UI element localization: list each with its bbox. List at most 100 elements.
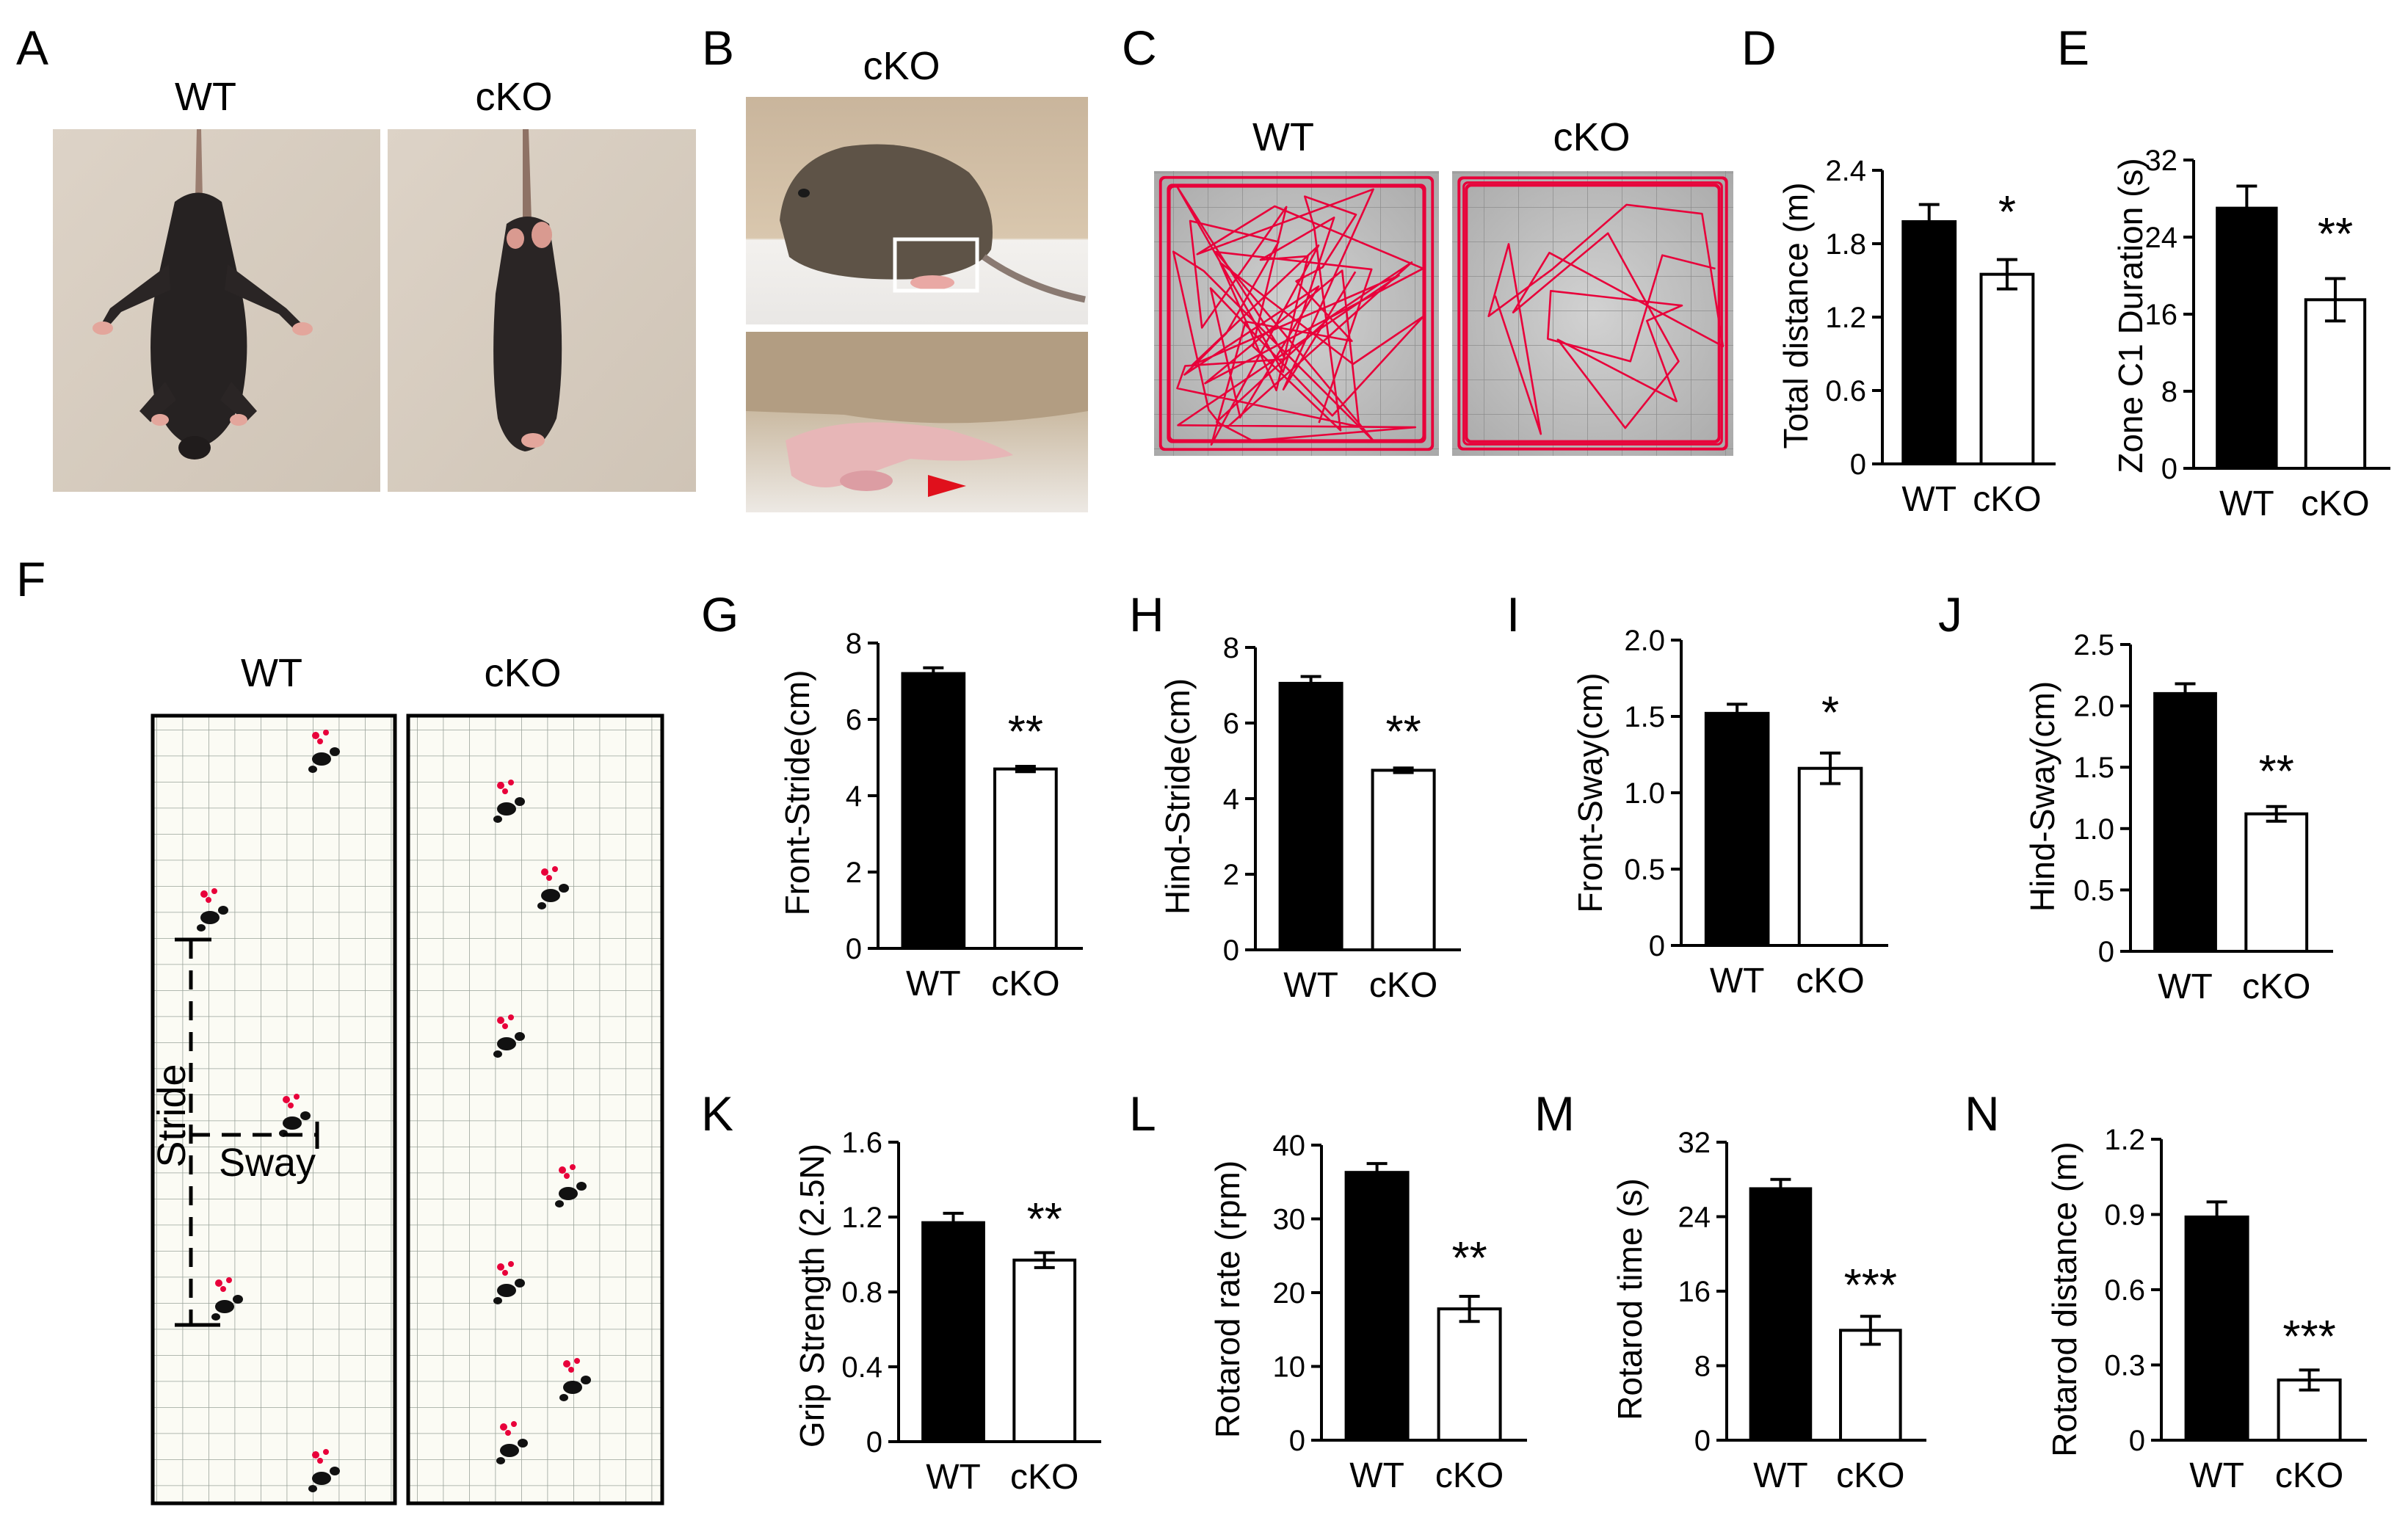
y-tick-label: 0 [1289, 1425, 1305, 1457]
bar-wt [1278, 681, 1343, 951]
error-bar [1034, 1251, 1055, 1269]
paw-print [537, 866, 569, 909]
bar-charts: 0 0.6 1.2 1.8 2.4 WT cKO * Total distance (m) 0 8 1… [778, 145, 2390, 1497]
error-bar [1996, 258, 2017, 291]
paw-print [211, 1277, 243, 1321]
bar-wt [2216, 206, 2278, 470]
error-bar [2175, 682, 2196, 694]
panel-a-cko-label: cKO [475, 75, 552, 119]
track-path [1487, 203, 1725, 435]
y-tick-label: 0.4 [841, 1351, 882, 1384]
panel-letter-i: I [1506, 587, 1520, 642]
significance-label: ** [2259, 747, 2294, 797]
bar-wt [921, 1221, 985, 1444]
error-bar [2236, 184, 2258, 208]
chart-h: 0 2 4 6 8 WT cKO ** Hind-Stride(cm) [1158, 632, 1461, 1005]
bar-cko [1371, 769, 1436, 951]
y-tick-label: 1.5 [2073, 752, 2114, 784]
y-tick-label: 24 [1678, 1202, 1711, 1234]
category-label: WT [1753, 1456, 1808, 1495]
bar-cko [1437, 1307, 1502, 1442]
significance-label: * [1821, 688, 1839, 738]
category-label: cKO [1435, 1456, 1504, 1495]
chart-l: 0 10 20 30 40 WT cKO ** Rotarod rate (rpm) [1208, 1130, 1527, 1495]
significance-label: ** [1385, 707, 1421, 758]
y-tick-label: 0.3 [2104, 1350, 2145, 1382]
bar-cko [1839, 1329, 1902, 1442]
paw-print [555, 1164, 587, 1208]
footprint-sheet-wt [150, 713, 397, 1506]
chart-e: 0 8 16 24 32 WT cKO ** Zone C1 Duration (s) [2111, 145, 2390, 523]
error-bar [1393, 766, 1414, 774]
y-tick-label: 2 [846, 857, 862, 889]
category-label: cKO [1369, 966, 1437, 1005]
panel-a-wt-label: WT [175, 75, 236, 119]
bar-cko [2304, 298, 2367, 470]
panel-letter-d: D [1741, 21, 1777, 75]
paw-print [308, 1449, 340, 1492]
category-label: cKO [2275, 1456, 2343, 1495]
panel-letter-h: H [1129, 587, 1164, 642]
y-tick-label: 6 [846, 704, 862, 736]
y-tick-label: 8 [2161, 376, 2177, 408]
panel-letter-j: J [1938, 587, 1962, 642]
bar-wt [1344, 1171, 1410, 1442]
mouse-cko-photo [388, 129, 696, 492]
bar-wt [1749, 1187, 1813, 1442]
error-bar [923, 666, 944, 674]
panel-letters: A B C D E F G H I J K L M N [16, 21, 2089, 1141]
panel-a-photos: WT cKO [53, 75, 696, 492]
bar-wt [1704, 711, 1770, 948]
y-tick-label: 8 [1223, 632, 1239, 664]
category-label: cKO [2301, 484, 2369, 523]
track-path [1172, 185, 1425, 446]
bar-wt [1901, 220, 1957, 465]
category-label: cKO [1836, 1456, 1904, 1495]
bar-wt [901, 672, 966, 950]
y-tick-label: 2.0 [2073, 691, 2114, 723]
y-tick-label: 0 [1649, 930, 1665, 962]
panel-c-wt-label: WT [1252, 115, 1314, 159]
panel-c-cko-label: cKO [1553, 115, 1630, 159]
error-bar [1770, 1177, 1791, 1189]
y-tick-label: 1.5 [1624, 701, 1665, 733]
chart-k: 0 0.4 0.8 1.2 1.6 WT cKO ** Grip Strength (2.5N) [793, 1127, 1101, 1497]
panel-letter-k: K [701, 1086, 733, 1141]
zoom-photo [746, 332, 1088, 512]
y-tick-label: 1.0 [2073, 813, 2114, 846]
error-bar [1366, 1162, 1388, 1173]
significance-label: ** [2318, 209, 2353, 260]
zoom-box [893, 237, 979, 293]
panel-letter-c: C [1122, 21, 1157, 75]
error-bar [1727, 702, 1748, 713]
category-label: cKO [1010, 1458, 1078, 1497]
track-path [1458, 177, 1727, 450]
mouse-side-photo [746, 97, 1088, 324]
error-bar [2324, 277, 2346, 323]
category-label: cKO [991, 965, 1059, 1003]
y-axis-label: Total distance (m) [1777, 182, 1815, 448]
y-tick-label: 40 [1273, 1130, 1306, 1162]
y-tick-label: 0.5 [2073, 874, 2114, 907]
y-tick-label: 32 [1678, 1127, 1711, 1159]
y-tick-label: 4 [1223, 783, 1239, 816]
chart-j: 0 0.5 1.0 1.5 2.0 2.5 WT cKO ** Hind-Sway(cm) [2023, 629, 2333, 1006]
panel-letter-e: E [2057, 21, 2089, 75]
category-label: WT [1349, 1456, 1404, 1495]
y-tick-label: 8 [846, 628, 862, 660]
y-axis-label: Hind-Stride(cm) [1158, 678, 1197, 915]
bar-cko [2244, 812, 2309, 953]
arena-wt [1154, 171, 1439, 456]
y-tick-label: 0.6 [2104, 1274, 2145, 1307]
category-label: WT [926, 1458, 981, 1497]
category-label: WT [2158, 967, 2213, 1006]
category-label: WT [1710, 962, 1765, 1000]
y-tick-label: 2.4 [1825, 155, 1866, 187]
paw-print [197, 888, 228, 932]
panel-letter-l: L [1129, 1086, 1156, 1141]
category-label: cKO [2242, 967, 2310, 1006]
paw-print [308, 730, 340, 773]
y-tick-label: 4 [846, 780, 862, 813]
y-tick-label: 0 [1694, 1425, 1711, 1457]
